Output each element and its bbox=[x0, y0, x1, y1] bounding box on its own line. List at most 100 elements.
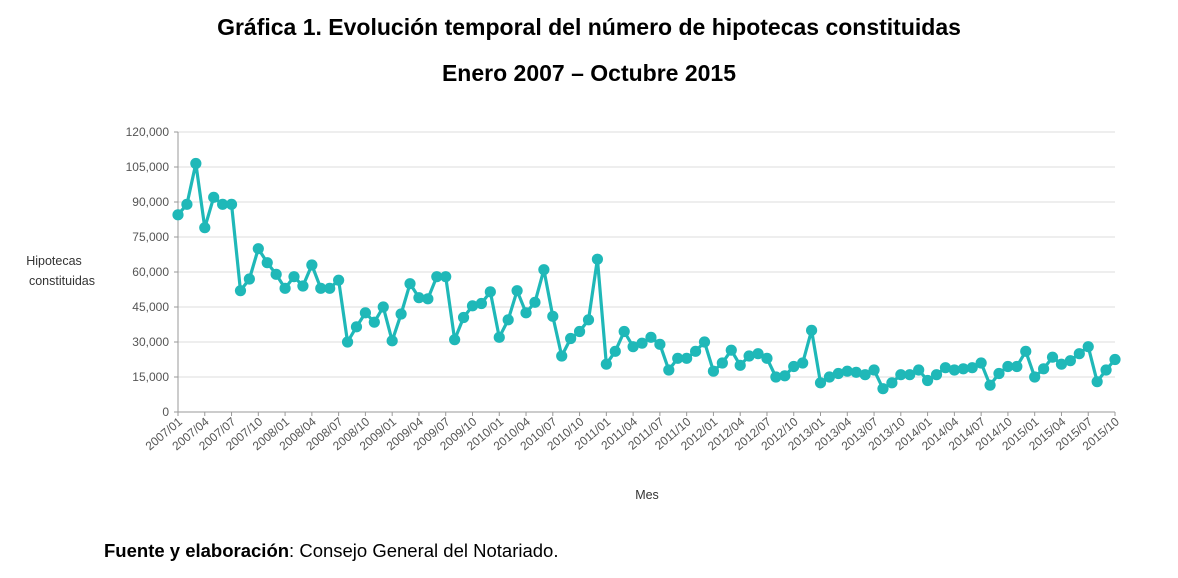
data-point[interactable] bbox=[859, 369, 871, 381]
data-point[interactable] bbox=[788, 360, 800, 373]
data-point[interactable] bbox=[297, 280, 309, 292]
data-point[interactable] bbox=[225, 198, 238, 210]
data-point[interactable] bbox=[850, 366, 862, 378]
data-point[interactable] bbox=[359, 307, 371, 319]
data-point[interactable] bbox=[324, 282, 336, 294]
data-point[interactable] bbox=[823, 371, 836, 383]
data-point[interactable] bbox=[368, 316, 380, 328]
data-point[interactable] bbox=[600, 358, 612, 370]
data-point[interactable] bbox=[904, 369, 916, 381]
data-point[interactable] bbox=[1109, 353, 1121, 366]
data-point[interactable] bbox=[975, 357, 987, 369]
data-point[interactable] bbox=[404, 278, 416, 290]
data-point[interactable] bbox=[805, 324, 818, 336]
data-point[interactable] bbox=[190, 157, 202, 170]
data-point[interactable] bbox=[449, 334, 461, 346]
data-point[interactable] bbox=[895, 369, 907, 381]
data-point[interactable] bbox=[511, 285, 523, 297]
data-point[interactable] bbox=[466, 300, 479, 312]
data-point[interactable] bbox=[1011, 360, 1023, 373]
data-point[interactable] bbox=[761, 352, 773, 364]
data-point[interactable] bbox=[1038, 363, 1050, 375]
data-point[interactable] bbox=[1082, 341, 1094, 353]
data-point[interactable] bbox=[627, 341, 639, 353]
data-point[interactable] bbox=[261, 257, 273, 269]
data-point[interactable] bbox=[252, 243, 264, 255]
data-point[interactable] bbox=[1020, 345, 1032, 357]
data-point[interactable] bbox=[270, 268, 282, 280]
data-point[interactable] bbox=[484, 286, 496, 298]
data-point[interactable] bbox=[645, 331, 657, 343]
data-point[interactable] bbox=[886, 377, 898, 389]
data-point[interactable] bbox=[431, 271, 443, 283]
data-point[interactable] bbox=[181, 198, 193, 210]
data-point[interactable] bbox=[1002, 360, 1014, 373]
data-point[interactable] bbox=[1029, 371, 1041, 383]
data-point[interactable] bbox=[698, 336, 711, 348]
data-point[interactable] bbox=[243, 273, 255, 285]
data-point[interactable] bbox=[350, 321, 363, 333]
data-point[interactable] bbox=[734, 359, 746, 371]
data-point[interactable] bbox=[1091, 376, 1103, 388]
data-point[interactable] bbox=[922, 374, 934, 387]
data-point[interactable] bbox=[315, 282, 327, 294]
data-point[interactable] bbox=[1064, 355, 1076, 367]
data-point[interactable] bbox=[234, 285, 247, 297]
data-point[interactable] bbox=[966, 362, 978, 374]
data-point[interactable] bbox=[457, 311, 470, 324]
data-point[interactable] bbox=[743, 350, 755, 362]
data-point[interactable] bbox=[814, 377, 827, 389]
data-point[interactable] bbox=[538, 264, 550, 276]
data-point[interactable] bbox=[422, 293, 434, 305]
data-point[interactable] bbox=[939, 362, 952, 374]
data-point[interactable] bbox=[413, 292, 425, 304]
data-point[interactable] bbox=[654, 338, 666, 350]
data-point[interactable] bbox=[591, 253, 604, 265]
data-point[interactable] bbox=[493, 331, 505, 343]
data-point[interactable] bbox=[565, 332, 577, 345]
data-point[interactable] bbox=[440, 271, 452, 283]
data-point[interactable] bbox=[752, 348, 764, 360]
data-point[interactable] bbox=[609, 345, 621, 357]
data-point[interactable] bbox=[672, 352, 684, 364]
data-point[interactable] bbox=[797, 357, 809, 369]
data-point[interactable] bbox=[377, 301, 389, 313]
data-point[interactable] bbox=[832, 367, 844, 380]
data-point[interactable] bbox=[681, 352, 693, 364]
data-point[interactable] bbox=[618, 325, 630, 338]
data-point[interactable] bbox=[573, 325, 586, 338]
data-point[interactable] bbox=[913, 364, 925, 376]
data-point[interactable] bbox=[779, 370, 791, 382]
data-point[interactable] bbox=[520, 307, 532, 319]
data-point[interactable] bbox=[1046, 351, 1059, 363]
data-point[interactable] bbox=[770, 371, 782, 383]
data-point[interactable] bbox=[707, 365, 720, 377]
data-point[interactable] bbox=[547, 310, 559, 322]
data-point[interactable] bbox=[841, 365, 853, 377]
data-point[interactable] bbox=[636, 337, 648, 349]
data-point[interactable] bbox=[199, 222, 211, 234]
data-point[interactable] bbox=[948, 364, 960, 376]
data-point[interactable] bbox=[217, 198, 229, 210]
data-point[interactable] bbox=[930, 369, 943, 381]
data-point[interactable] bbox=[395, 308, 407, 320]
data-point[interactable] bbox=[689, 345, 702, 357]
data-point[interactable] bbox=[341, 336, 354, 348]
data-point[interactable] bbox=[556, 350, 568, 362]
data-point[interactable] bbox=[993, 367, 1005, 380]
data-point[interactable] bbox=[172, 209, 184, 221]
data-point[interactable] bbox=[288, 271, 300, 283]
data-point[interactable] bbox=[957, 363, 969, 375]
data-point[interactable] bbox=[1055, 358, 1068, 370]
data-point[interactable] bbox=[306, 259, 318, 271]
data-point[interactable] bbox=[868, 364, 880, 376]
data-point[interactable] bbox=[725, 344, 737, 356]
data-point[interactable] bbox=[877, 383, 889, 395]
data-point[interactable] bbox=[386, 335, 398, 347]
data-point[interactable] bbox=[1100, 364, 1112, 376]
data-point[interactable] bbox=[1073, 348, 1085, 360]
data-point[interactable] bbox=[208, 191, 220, 203]
data-point[interactable] bbox=[582, 314, 595, 326]
data-point[interactable] bbox=[333, 274, 345, 286]
data-point[interactable] bbox=[502, 314, 514, 326]
